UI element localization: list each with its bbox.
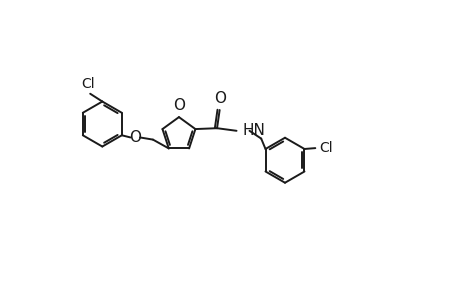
Text: O: O — [129, 130, 140, 145]
Text: O: O — [213, 91, 225, 106]
Text: Cl: Cl — [81, 77, 95, 91]
Text: HN: HN — [242, 123, 265, 138]
Text: O: O — [173, 98, 185, 113]
Text: Cl: Cl — [319, 141, 332, 155]
